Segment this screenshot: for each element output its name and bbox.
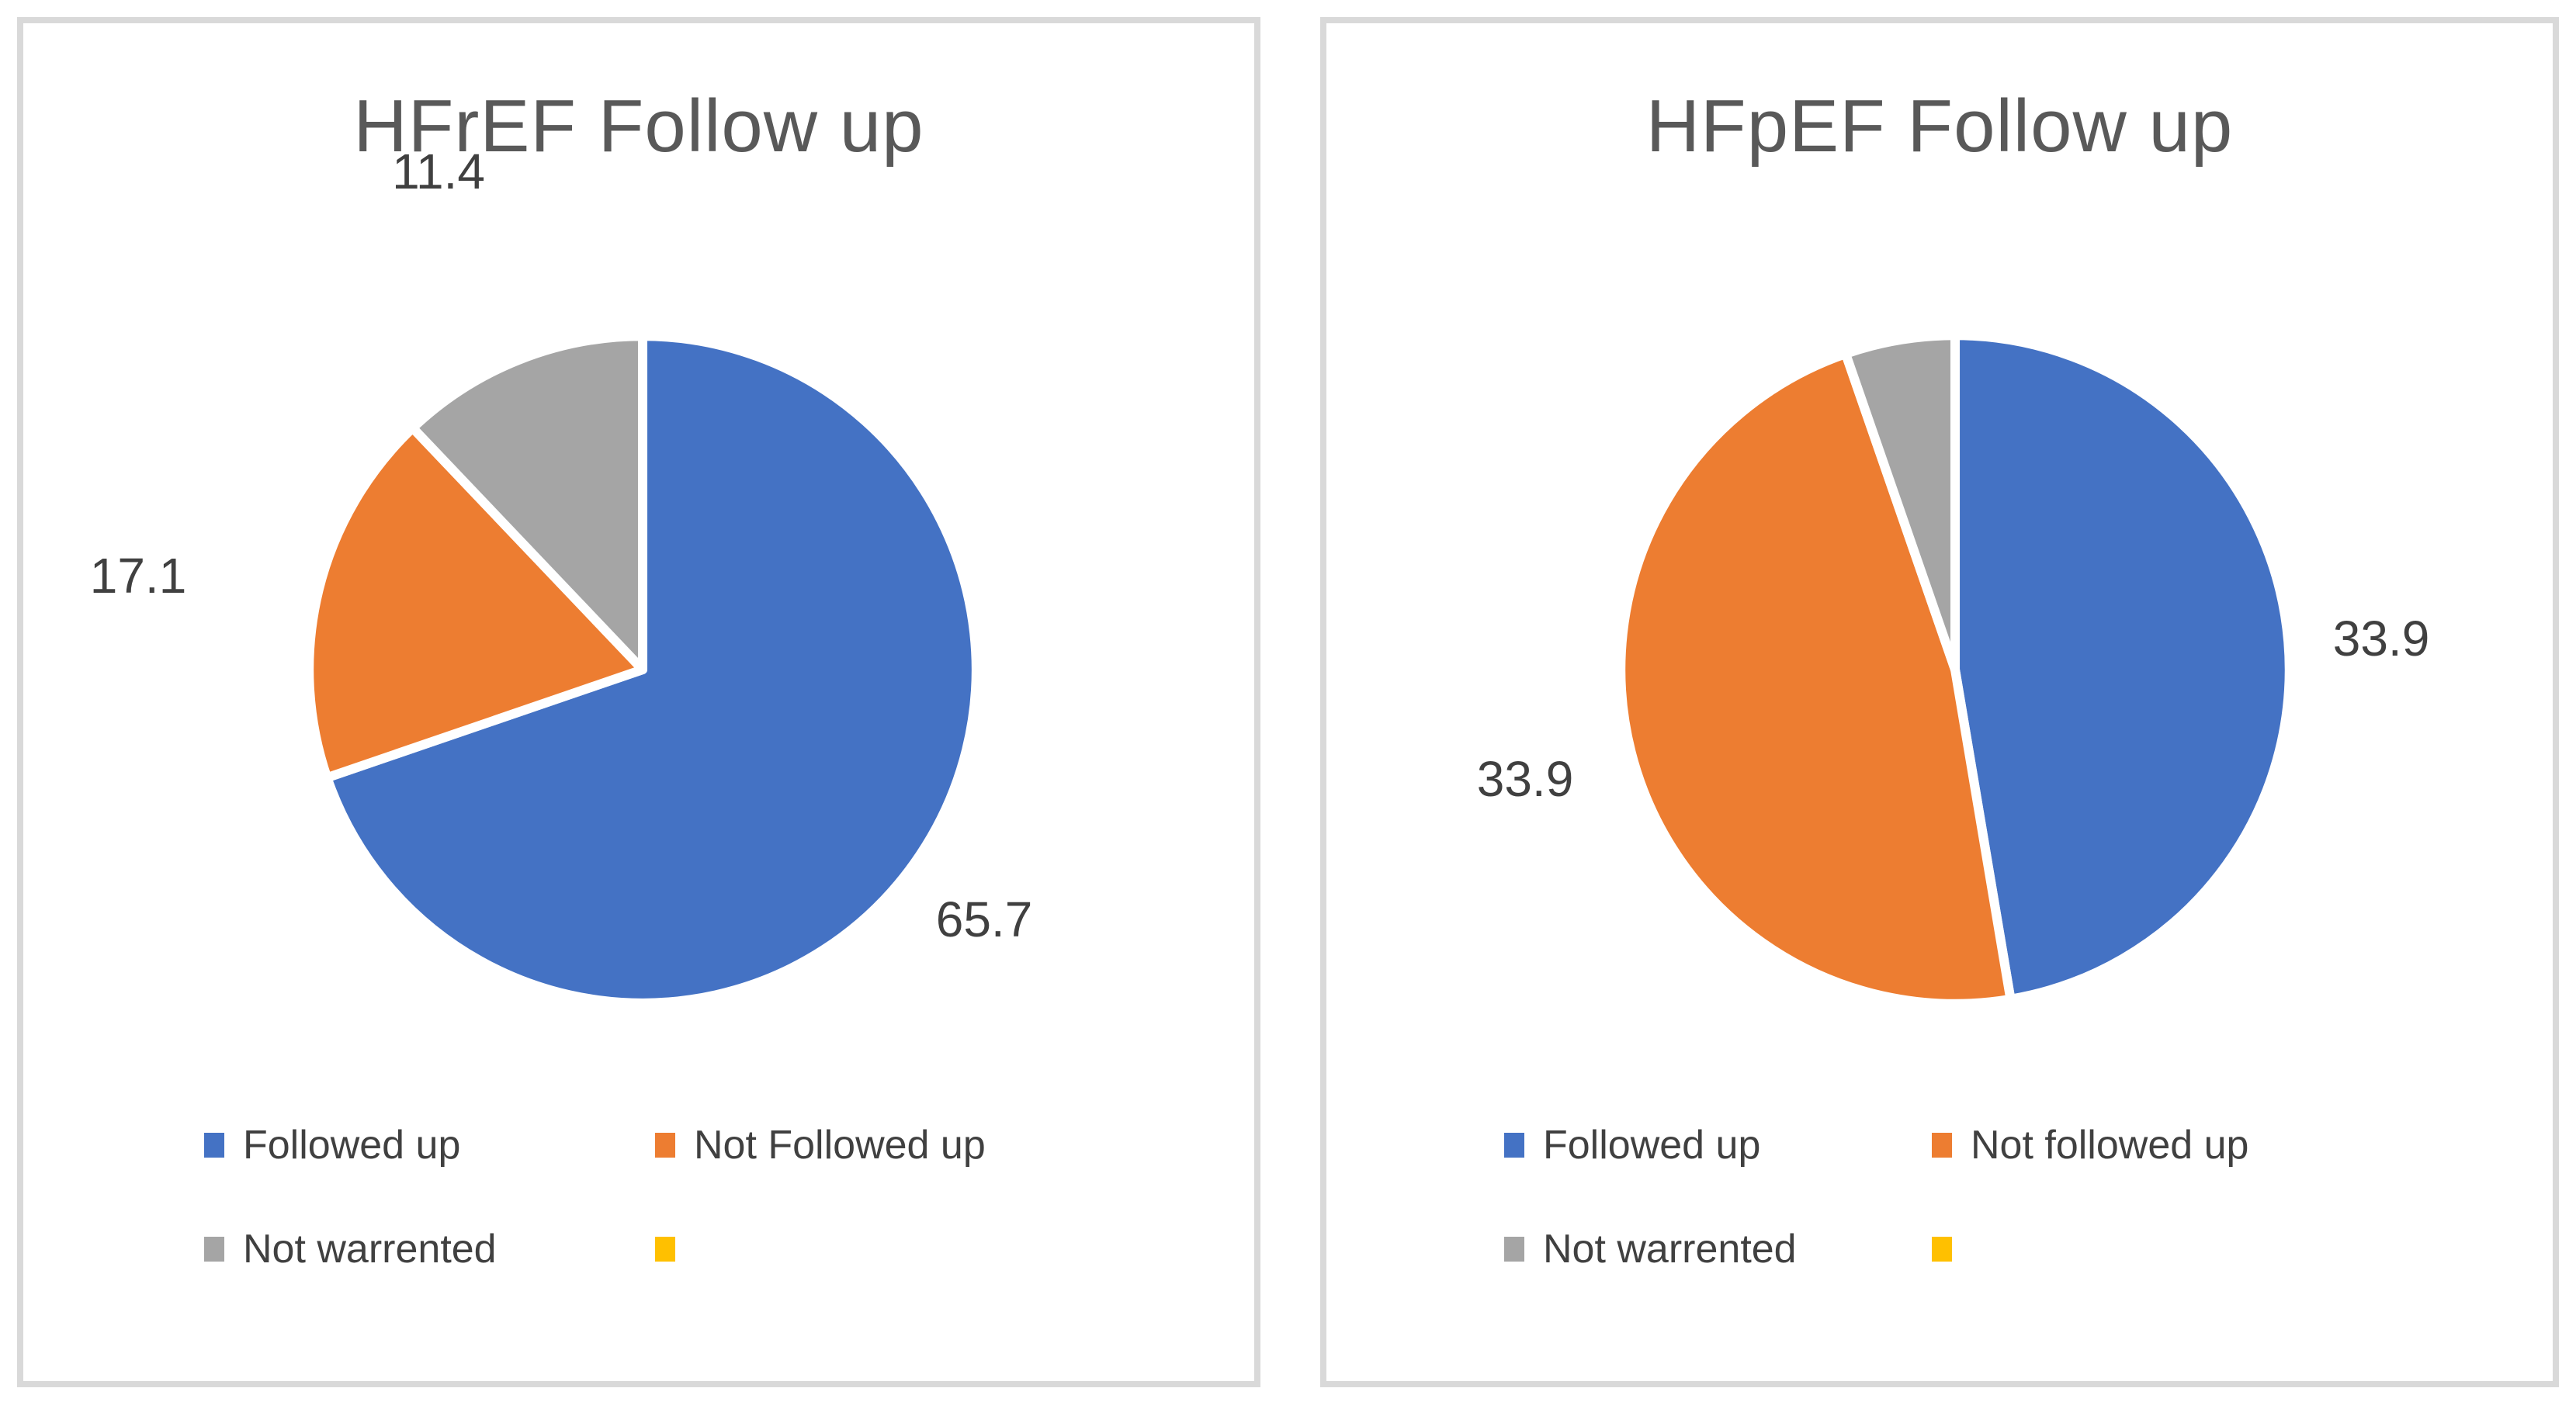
legend-item-followed-up: Followed up — [1504, 1122, 1760, 1168]
legend-swatch-orange-icon — [655, 1133, 675, 1158]
legend-item-not-warrented: Not warrented — [1504, 1226, 1797, 1272]
legend-label: Followed up — [243, 1123, 461, 1168]
legend-item-followed-up: Followed up — [204, 1122, 460, 1168]
legend-label: Not warrented — [243, 1227, 497, 1272]
pie-chart-hfpef — [1616, 331, 2294, 1009]
legend-item-blank — [1932, 1237, 1971, 1262]
chart-panel-hfref: HFrEF Follow up 11.4 17.1 65.7 Followed … — [17, 17, 1260, 1387]
legend-swatch-gray-icon — [204, 1237, 224, 1262]
pie-slice — [1950, 331, 2294, 1004]
legend-swatch-yellow-icon — [1932, 1237, 1952, 1262]
legend-item-not-warrented: Not warrented — [204, 1226, 497, 1272]
legend-label: Not warrented — [1543, 1227, 1797, 1272]
legend-item-not-followed-up: Not followed up — [1932, 1122, 2248, 1168]
pie-data-label-blue: 33.9 — [2332, 611, 2430, 666]
pie-chart-hfref — [304, 331, 981, 1008]
pie-slice — [1616, 348, 2016, 1009]
legend-label: Not followed up — [1971, 1123, 2249, 1168]
legend-label: Not Followed up — [694, 1123, 986, 1168]
legend-swatch-orange-icon — [1932, 1133, 1952, 1158]
pie-data-label-gray: 11.4 — [392, 144, 485, 199]
legend-swatch-blue-icon — [1504, 1133, 1524, 1158]
legend-swatch-gray-icon — [1504, 1237, 1524, 1262]
pie-data-label-orange: 17.1 — [89, 548, 187, 604]
chart-title-hfpef: HFpEF Follow up — [1645, 85, 2234, 168]
legend-item-not-followed-up: Not Followed up — [655, 1122, 986, 1168]
pie-slice — [304, 423, 648, 783]
pie-data-label-orange: 33.9 — [1476, 751, 1574, 807]
legend-swatch-blue-icon — [204, 1133, 224, 1158]
chart-title-hfref: HFrEF Follow up — [353, 85, 924, 168]
legend-label: Followed up — [1543, 1123, 1761, 1168]
legend-item-blank — [655, 1237, 694, 1262]
pie-slice — [322, 331, 981, 1008]
legend-swatch-yellow-icon — [655, 1237, 675, 1262]
chart-panel-hfpef: HFpEF Follow up 33.9 33.9 Followed up No… — [1320, 17, 2559, 1387]
pie-slice — [1840, 331, 1961, 675]
pie-slice — [407, 331, 648, 675]
pie-data-label-blue: 65.7 — [935, 891, 1033, 947]
